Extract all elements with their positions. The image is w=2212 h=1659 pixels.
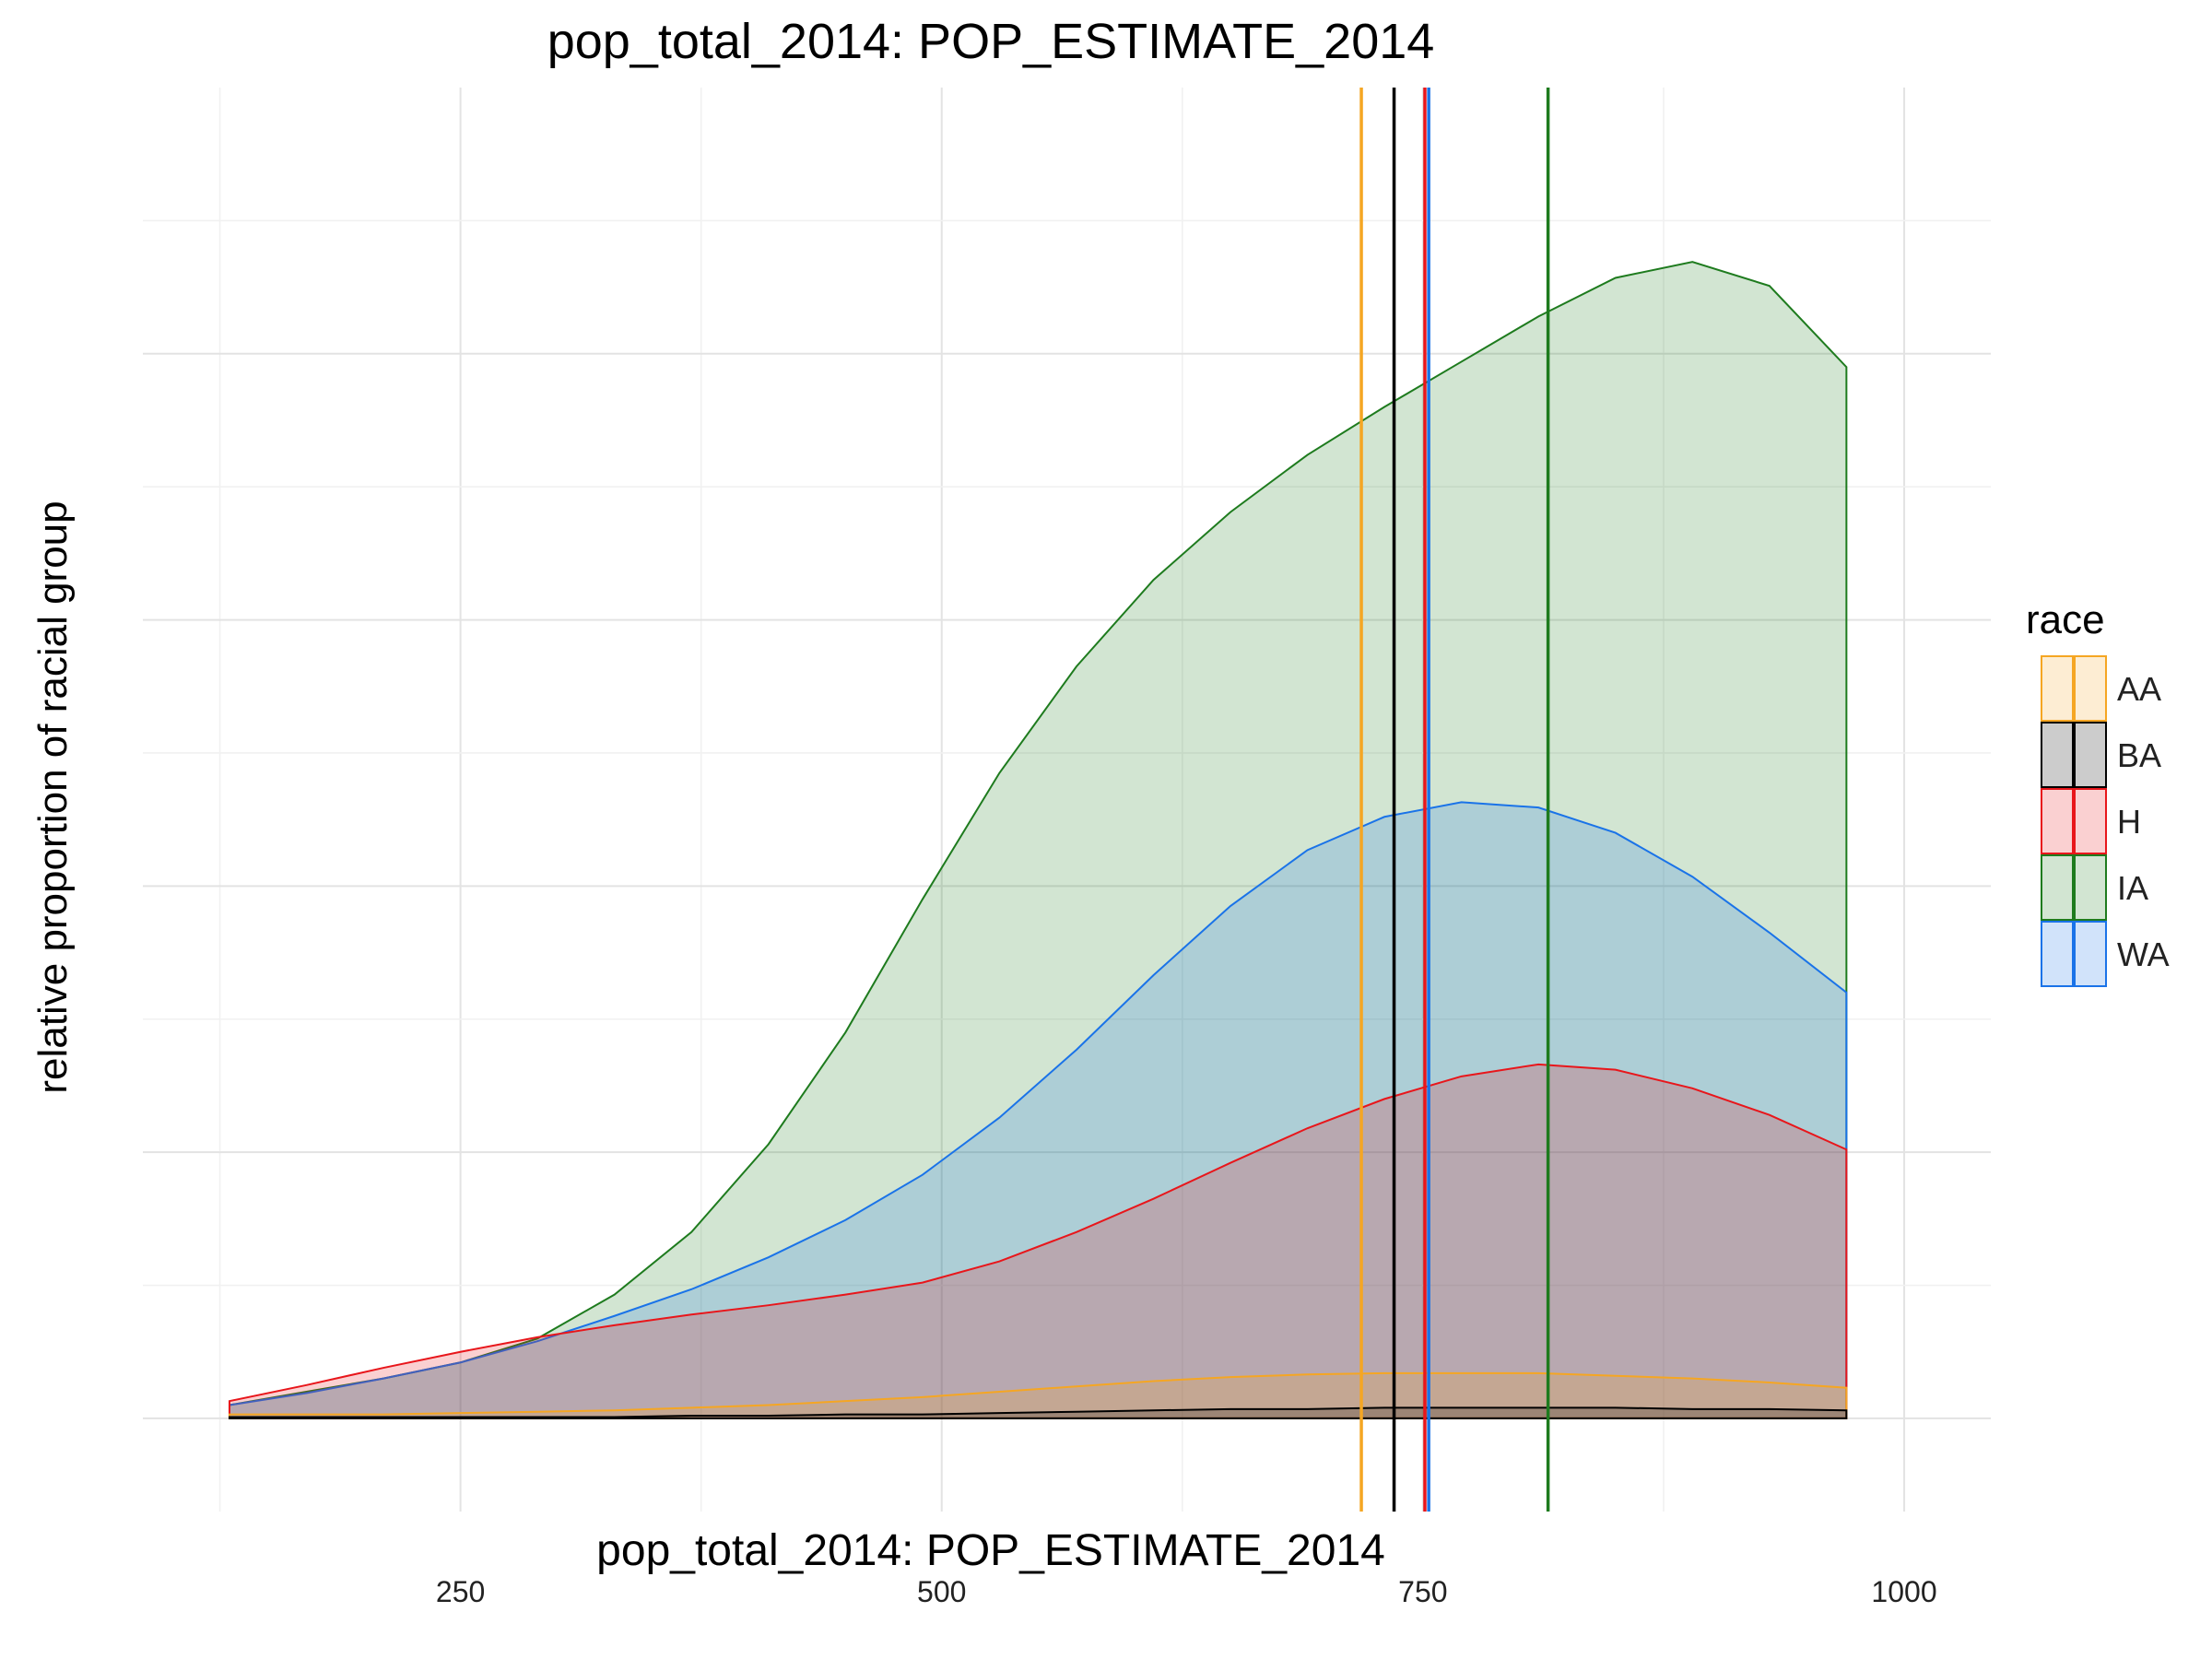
density-areas	[228, 261, 1848, 1419]
density-area-h	[228, 1063, 1848, 1419]
legend-label-wa: WA	[2117, 935, 2170, 973]
legend: AA BA H IA WA	[2041, 655, 2170, 987]
legend-label-ba: BA	[2117, 736, 2161, 774]
legend-label-ia: IA	[2117, 869, 2148, 907]
x-tick-label: 1000	[1871, 1575, 1936, 1608]
mean-lines	[1359, 88, 1550, 1512]
x-tick-label: 250	[436, 1575, 485, 1608]
chart-title: pop_total_2014: POP_ESTIMATE_2014	[547, 14, 1435, 69]
legend-title: race	[2026, 597, 2105, 642]
x-tick-label: 500	[917, 1575, 966, 1608]
x-axis-label: pop_total_2014: POP_ESTIMATE_2014	[596, 1526, 1385, 1575]
x-axis-ticks: 250 500 750 1000	[436, 1575, 1937, 1608]
density-area-wa	[228, 801, 1848, 1419]
density-area-ba	[228, 1406, 1848, 1419]
y-axis-label: relative proportion of racial group	[30, 500, 76, 1094]
legend-label-h: H	[2117, 803, 2141, 841]
legend-label-aa: AA	[2117, 670, 2161, 708]
x-tick-label: 750	[1398, 1575, 1447, 1608]
